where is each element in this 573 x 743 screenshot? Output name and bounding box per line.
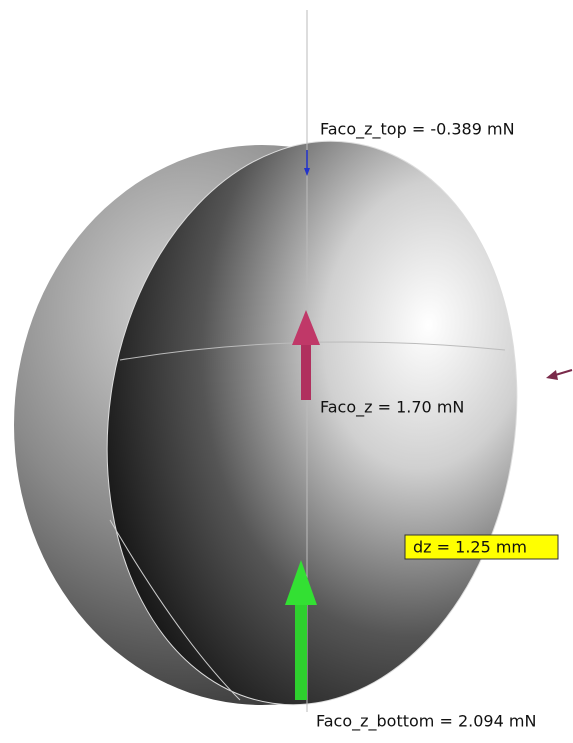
bottom-force-label: Faco_z_bottom = 2.094 mN: [316, 712, 536, 732]
displacement-label: dz = 1.25 mm: [413, 538, 527, 557]
scene: Faco_z_top = -0.389 mN Faco_z = 1.70 mN …: [0, 0, 573, 743]
side-arrow: [546, 370, 572, 380]
net-force-label: Faco_z = 1.70 mN: [320, 398, 464, 418]
top-force-label: Faco_z_top = -0.389 mN: [320, 120, 515, 140]
